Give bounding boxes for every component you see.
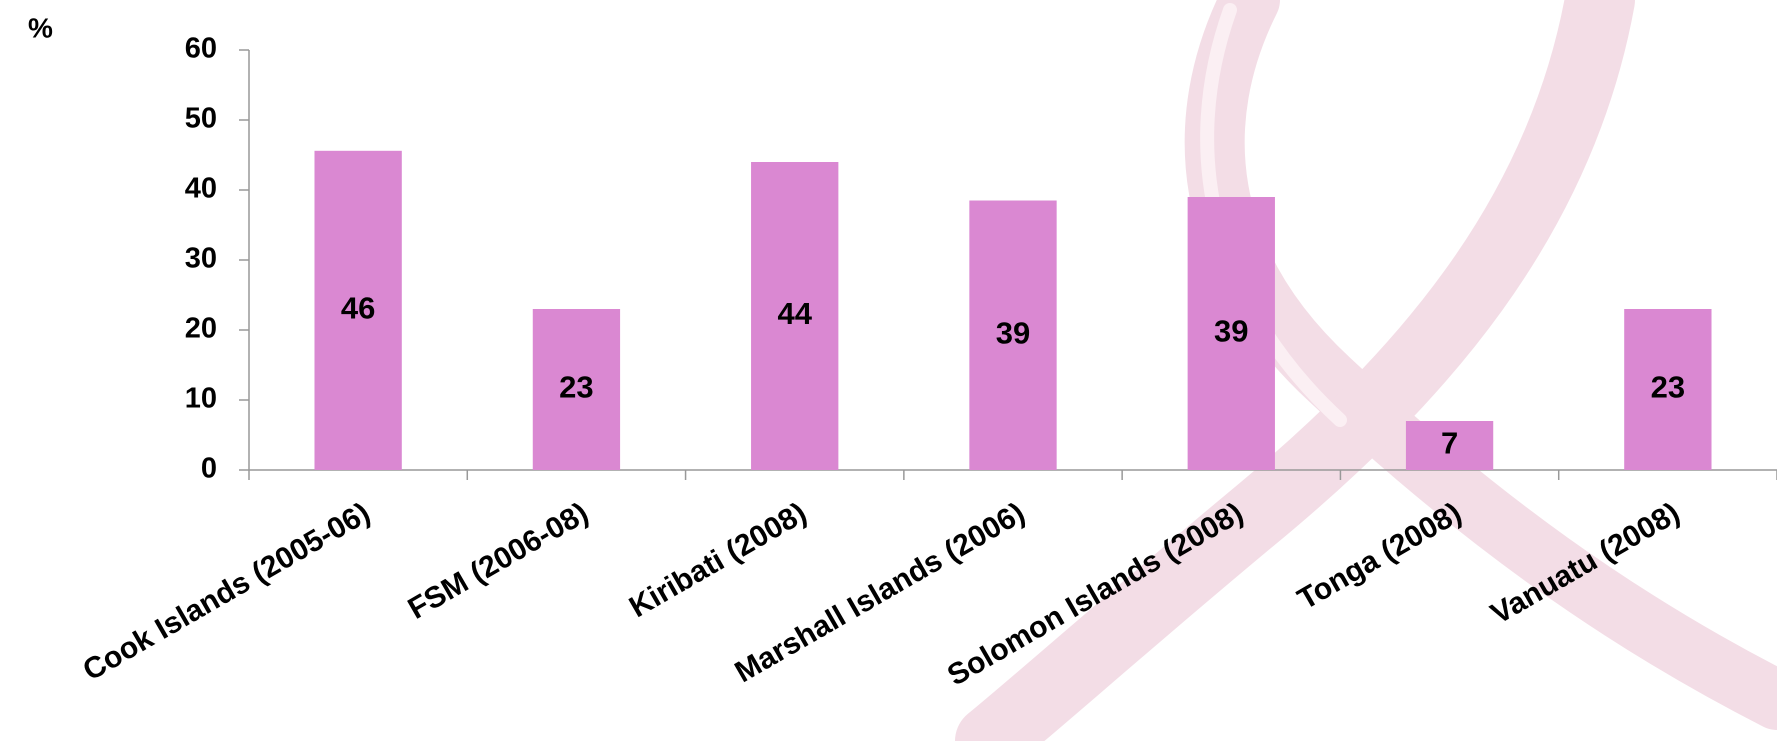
y-tick-label: 20 xyxy=(185,313,217,345)
value-label: 39 xyxy=(996,315,1030,350)
y-tick-label: 50 xyxy=(185,103,217,135)
bar xyxy=(751,162,839,470)
bar xyxy=(969,200,1057,470)
y-tick-label: 0 xyxy=(201,453,217,485)
y-tick-label: 10 xyxy=(185,383,217,415)
y-tick-label: 30 xyxy=(185,243,217,275)
value-label: 46 xyxy=(341,291,375,326)
x-tick-label: Tonga (2008) xyxy=(1292,496,1467,616)
bar xyxy=(1405,421,1494,470)
bar xyxy=(314,150,402,471)
y-tick-label: 40 xyxy=(185,173,217,205)
x-tick-label: Cook Islands (2005-06) xyxy=(78,496,376,687)
value-label: 7 xyxy=(1441,426,1458,461)
value-label: 23 xyxy=(559,370,593,405)
y-tick-label: 60 xyxy=(185,33,217,65)
value-label: 39 xyxy=(1214,314,1248,349)
value-label: 23 xyxy=(1651,370,1685,405)
value-label: 44 xyxy=(777,296,812,331)
bar xyxy=(532,309,621,470)
bar xyxy=(1187,197,1275,470)
y-axis-label: % xyxy=(28,12,53,43)
x-tick-label: FSM (2006-08) xyxy=(403,496,594,625)
x-tick-label: Kiribati (2008) xyxy=(624,496,812,624)
bar xyxy=(1624,309,1712,470)
